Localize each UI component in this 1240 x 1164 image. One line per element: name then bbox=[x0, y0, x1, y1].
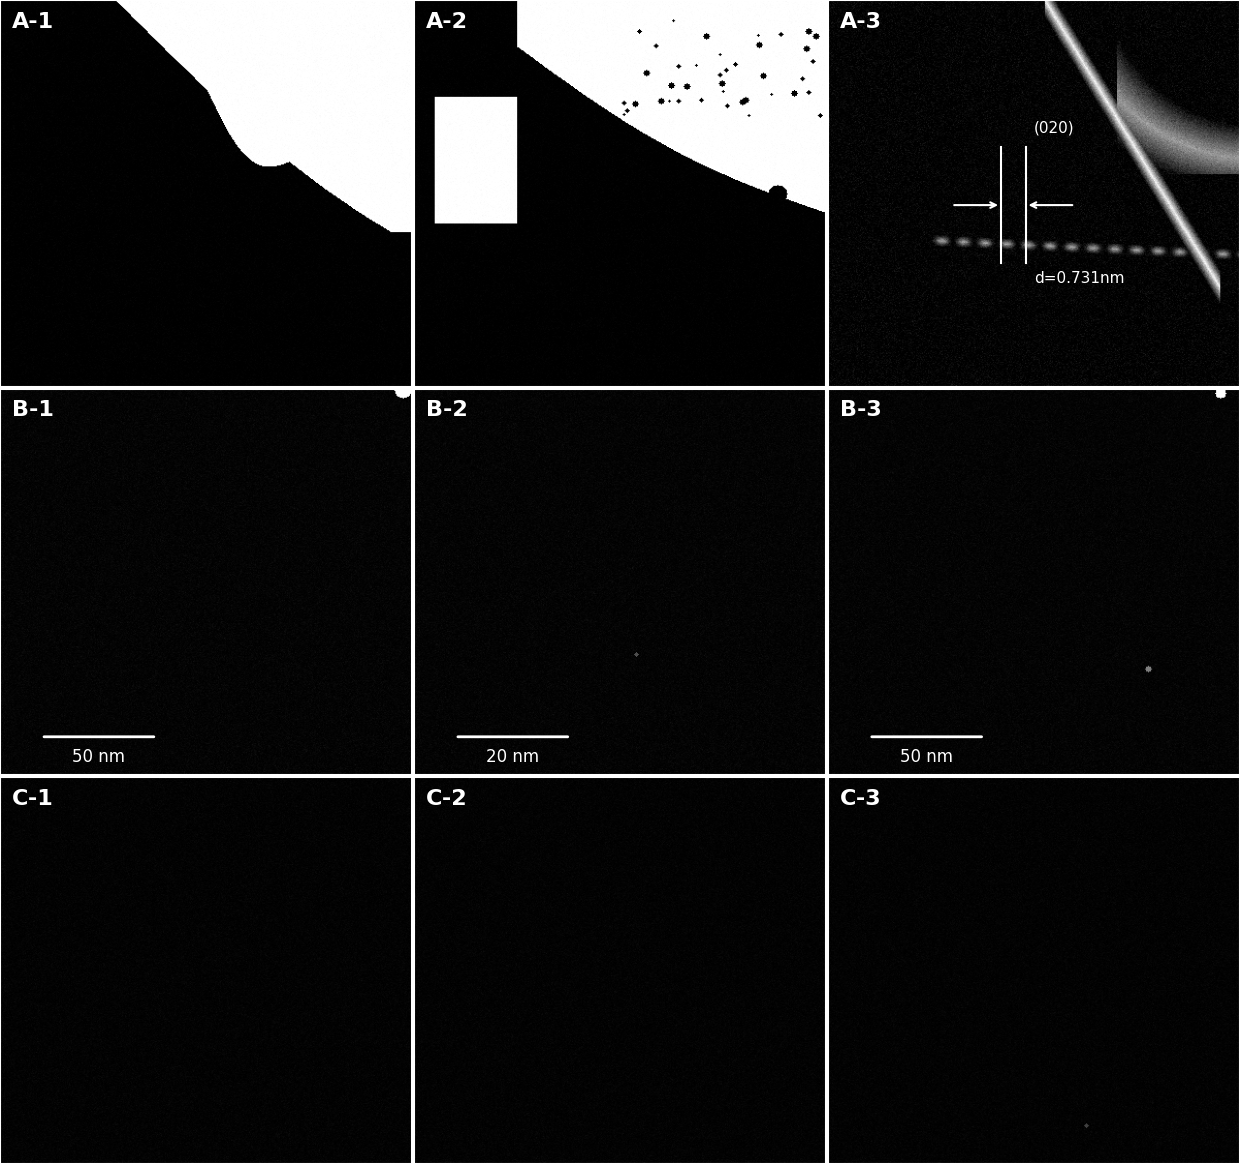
Text: 20 nm: 20 nm bbox=[486, 748, 539, 766]
Text: B-1: B-1 bbox=[12, 400, 55, 420]
Text: A-3: A-3 bbox=[841, 12, 882, 31]
Text: A-2: A-2 bbox=[427, 12, 469, 31]
Text: C-2: C-2 bbox=[427, 789, 467, 809]
Text: B-2: B-2 bbox=[427, 400, 467, 420]
Text: B-3: B-3 bbox=[841, 400, 882, 420]
Text: 50 nm: 50 nm bbox=[900, 748, 954, 766]
Text: d=0.731nm: d=0.731nm bbox=[1034, 271, 1125, 286]
Text: 50 nm: 50 nm bbox=[72, 748, 125, 766]
Text: C-1: C-1 bbox=[12, 789, 55, 809]
Text: A-1: A-1 bbox=[12, 12, 55, 31]
Text: (020): (020) bbox=[1034, 120, 1075, 135]
Text: C-3: C-3 bbox=[841, 789, 882, 809]
